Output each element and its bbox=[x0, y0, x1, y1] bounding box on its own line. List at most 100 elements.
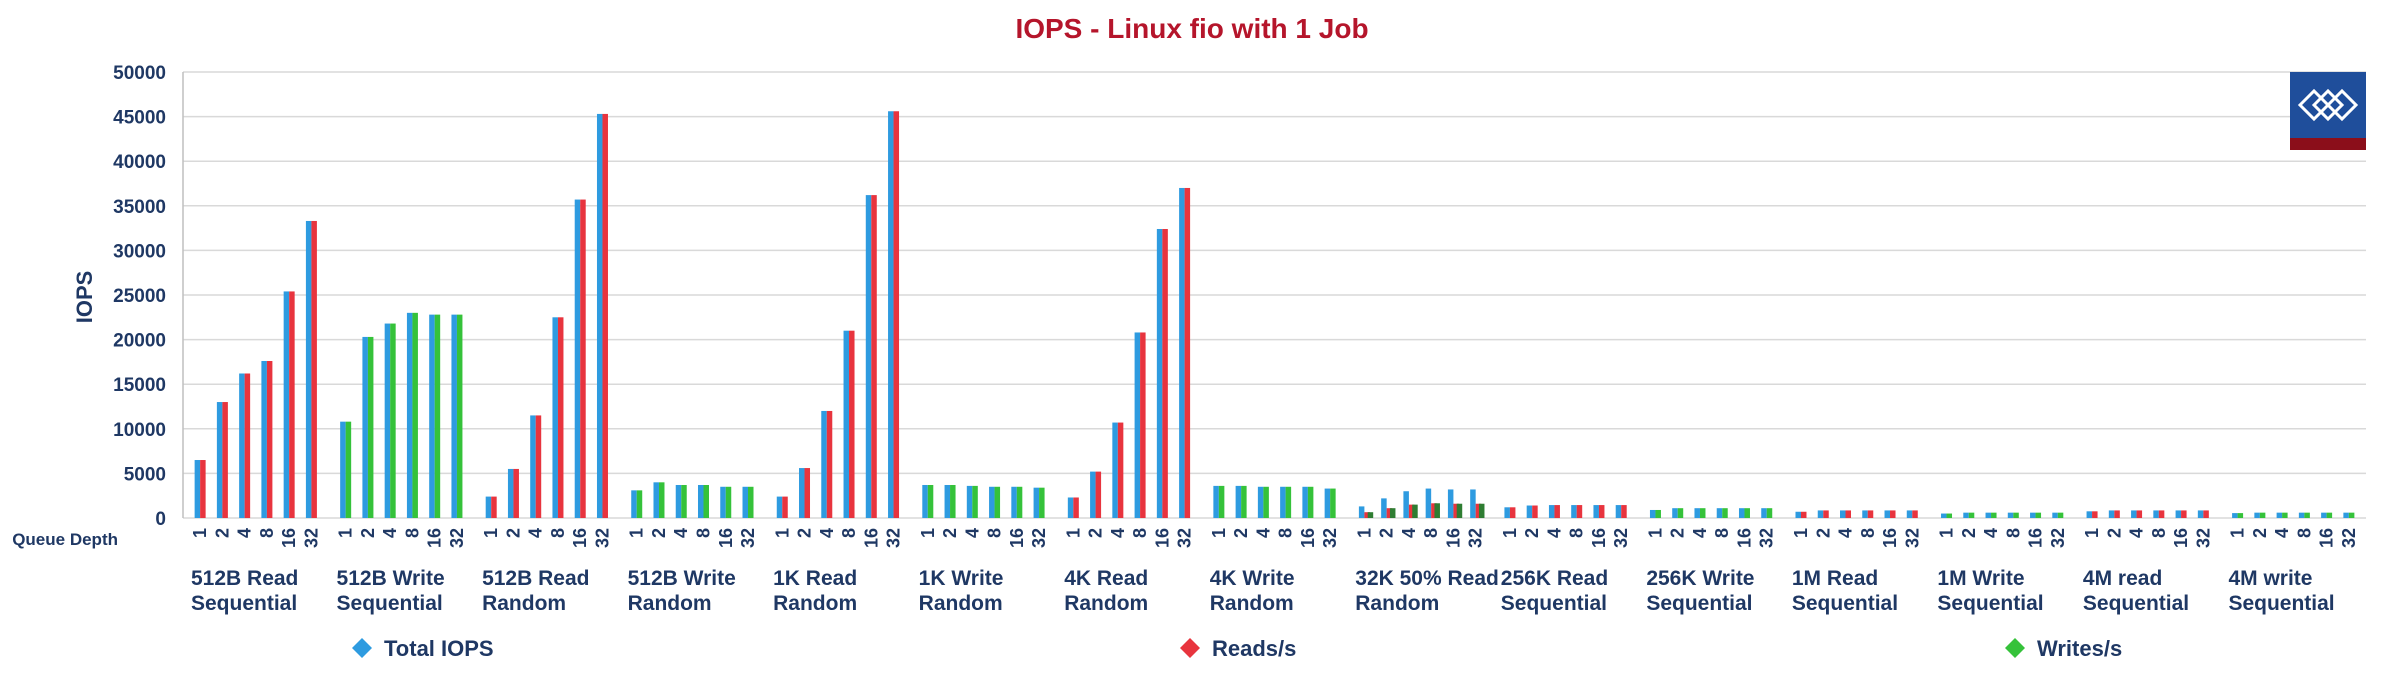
bar-total-iops bbox=[2030, 512, 2036, 518]
bar-total-iops bbox=[1011, 486, 1017, 518]
bar-writes bbox=[2057, 512, 2064, 518]
bar-total-iops bbox=[216, 402, 223, 518]
legend-label-writes: Writes/s bbox=[2037, 636, 2122, 661]
bar-reads bbox=[2203, 510, 2209, 518]
group-label-line1: 512B Write bbox=[337, 567, 445, 590]
y-tick-label: 10000 bbox=[113, 420, 166, 441]
bar-total-iops bbox=[596, 113, 603, 518]
group-label-line1: 1M Read bbox=[1792, 567, 1878, 590]
bar-reads bbox=[1162, 228, 1168, 518]
bar-total-iops bbox=[1447, 489, 1454, 518]
queue-depth-tick: 4 bbox=[235, 528, 255, 538]
bar-total-iops bbox=[631, 490, 637, 518]
bar-total-iops bbox=[1425, 488, 1432, 518]
bar-writes bbox=[2282, 512, 2288, 518]
bar-total-iops bbox=[1280, 486, 1286, 518]
bar-writes bbox=[748, 486, 754, 518]
bar-writes bbox=[927, 484, 934, 518]
queue-depth-tick: 8 bbox=[1567, 528, 1587, 538]
bar-reads bbox=[1364, 512, 1370, 518]
bar-total-iops bbox=[1358, 506, 1365, 518]
bars bbox=[194, 111, 2355, 519]
bar-total-iops bbox=[1470, 489, 1476, 518]
queue-depth-tick: 2 bbox=[1668, 528, 1688, 538]
queue-depth-tick: 4 bbox=[1981, 528, 2001, 538]
bar-reads bbox=[1140, 332, 1146, 518]
legend-label-reads: Reads/s bbox=[1212, 636, 1296, 661]
bar-total-iops bbox=[1615, 505, 1622, 518]
bar-total-iops bbox=[742, 486, 749, 518]
bar-total-iops bbox=[843, 330, 850, 518]
bar-reads bbox=[1845, 510, 1852, 518]
bar-total-iops bbox=[2197, 510, 2204, 518]
bar-reads bbox=[826, 410, 833, 518]
gridlines bbox=[182, 71, 2366, 519]
queue-depth-tick: 16 bbox=[570, 528, 590, 548]
group-label-line1: 512B Read bbox=[191, 567, 298, 590]
group-label-line2: Sequential bbox=[2083, 592, 2189, 615]
bar-total-iops bbox=[1112, 422, 1118, 518]
bar-reads bbox=[513, 468, 519, 518]
queue-depth-tick: 2 bbox=[1959, 528, 1979, 538]
bar-reads bbox=[1073, 497, 1079, 518]
bar-total-iops bbox=[1090, 471, 1096, 518]
bar-writes bbox=[1241, 485, 1247, 518]
queue-depth-tick: 8 bbox=[693, 528, 713, 538]
y-tick-label: 50000 bbox=[113, 63, 166, 84]
queue-depth-tick: 2 bbox=[1813, 528, 1833, 538]
bar-writes bbox=[1744, 508, 1750, 518]
bar-reads bbox=[244, 373, 251, 518]
bar-writes bbox=[681, 484, 687, 518]
bar-reads bbox=[1431, 503, 1437, 518]
bar-total-iops bbox=[1862, 510, 1868, 518]
queue-depth-tick: 1 bbox=[336, 528, 356, 538]
bar-writes bbox=[1766, 508, 1773, 518]
bar-reads bbox=[311, 220, 317, 519]
group-label-line1: 1K Read bbox=[773, 567, 857, 590]
queue-depth-tick: 8 bbox=[257, 528, 277, 538]
bar-total-iops bbox=[2343, 512, 2349, 518]
group-label-line2: Random bbox=[919, 592, 1003, 615]
group-label-line2: Random bbox=[1064, 592, 1148, 615]
legend-marker-reads bbox=[1180, 638, 1200, 658]
bar-reads bbox=[1890, 510, 1896, 518]
bar-total-iops bbox=[1571, 505, 1577, 518]
bar-reads bbox=[2181, 510, 2187, 518]
y-tick-label: 15000 bbox=[113, 375, 166, 396]
bar-writes bbox=[725, 486, 732, 518]
queue-depth-tick: 16 bbox=[1007, 528, 1027, 548]
bar-reads bbox=[289, 291, 295, 518]
bar-writes bbox=[1285, 486, 1292, 518]
bar-total-iops bbox=[1033, 487, 1040, 518]
bar-total-iops bbox=[1134, 332, 1141, 518]
bar-writes bbox=[636, 490, 643, 518]
bar-writes bbox=[412, 312, 418, 518]
queue-depth-tick: 32 bbox=[2193, 528, 2213, 548]
bar-reads bbox=[1095, 471, 1102, 518]
queue-depth-tick: 4 bbox=[1690, 528, 1710, 538]
queue-depth-tick: 2 bbox=[2250, 528, 2270, 538]
queue-depth-tick: 8 bbox=[985, 528, 1005, 538]
bar-total-iops bbox=[261, 361, 267, 518]
queue-depth-tick: 16 bbox=[1589, 528, 1609, 548]
group-label-line1: 4K Write bbox=[1210, 567, 1295, 590]
bar-reads bbox=[557, 317, 564, 518]
bar-writes bbox=[1307, 486, 1314, 518]
bar-total-iops bbox=[2052, 512, 2058, 518]
queue-depth-tick: 1 bbox=[2082, 528, 2102, 538]
bar-reads bbox=[1408, 504, 1415, 518]
bar-reads bbox=[1184, 187, 1191, 518]
y-tick-label: 30000 bbox=[113, 241, 166, 262]
bar-reads bbox=[2114, 510, 2120, 518]
bar-reads bbox=[893, 111, 900, 519]
queue-depth-tick: 16 bbox=[1734, 528, 1754, 548]
group-label-line1: 256K Write bbox=[1646, 567, 1754, 590]
y-tick-labels: 0 5000 10000 15000 20000 25000 30000 35000 40000… bbox=[113, 63, 166, 530]
bar-total-iops bbox=[776, 496, 783, 518]
bar-total-iops bbox=[1649, 509, 1656, 518]
group-label-line2: Sequential bbox=[337, 592, 443, 615]
bar-total-iops bbox=[2131, 510, 2137, 518]
queue-depth-tick: 32 bbox=[1466, 528, 1486, 548]
queue-depth-tick: 8 bbox=[1421, 528, 1441, 538]
group-label-line2: Random bbox=[773, 592, 857, 615]
